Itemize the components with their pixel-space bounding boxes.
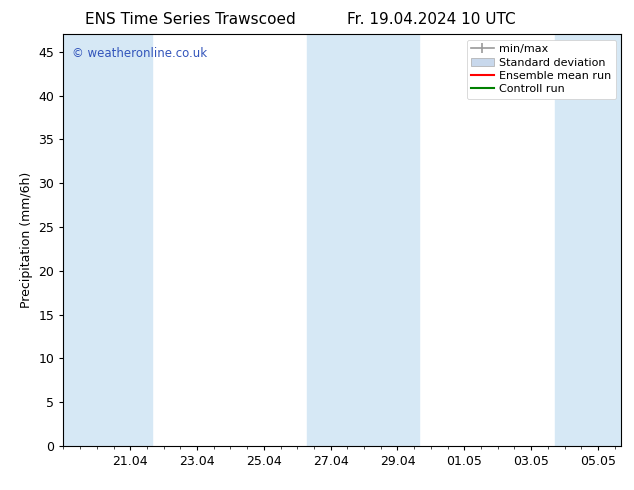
Legend: min/max, Standard deviation, Ensemble mean run, Controll run: min/max, Standard deviation, Ensemble me… — [467, 40, 616, 99]
Text: ENS Time Series Trawscoed: ENS Time Series Trawscoed — [85, 12, 295, 27]
Bar — [555, 34, 621, 446]
Bar — [307, 34, 419, 446]
Bar — [63, 34, 152, 446]
Y-axis label: Precipitation (mm/6h): Precipitation (mm/6h) — [20, 172, 33, 308]
Text: Fr. 19.04.2024 10 UTC: Fr. 19.04.2024 10 UTC — [347, 12, 515, 27]
Text: © weatheronline.co.uk: © weatheronline.co.uk — [72, 47, 207, 60]
